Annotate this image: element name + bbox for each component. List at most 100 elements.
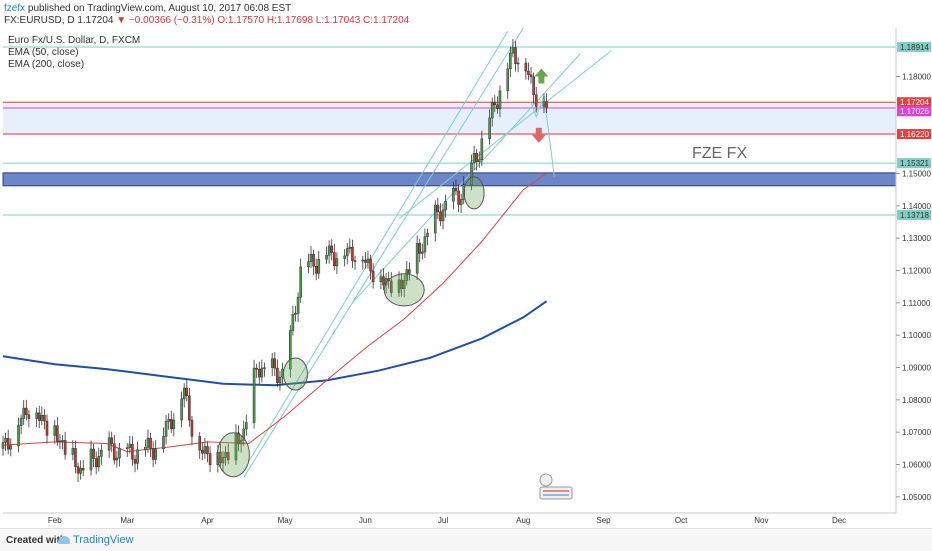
candle bbox=[475, 153, 478, 162]
candle bbox=[19, 418, 23, 426]
candle bbox=[421, 251, 424, 254]
tradingview-brand-link[interactable]: TradingView bbox=[58, 534, 134, 546]
candle bbox=[498, 90, 502, 110]
candle bbox=[146, 437, 150, 448]
candle bbox=[92, 448, 95, 459]
trendline bbox=[243, 27, 524, 478]
candle bbox=[348, 246, 352, 249]
candle bbox=[76, 466, 80, 474]
candle bbox=[379, 276, 383, 283]
candle bbox=[276, 367, 279, 383]
legend-ema200: EMA (200, close) bbox=[8, 59, 84, 70]
price-label-box bbox=[897, 158, 931, 169]
y-tick-label: 1.06000 bbox=[902, 461, 931, 470]
y-tick-label: 1.07000 bbox=[902, 428, 931, 437]
candle bbox=[496, 104, 499, 110]
x-tick-label: Jun bbox=[359, 516, 372, 525]
candle bbox=[97, 456, 101, 467]
candle bbox=[493, 102, 497, 106]
candle bbox=[74, 448, 77, 467]
price-label: 1.16220 bbox=[900, 130, 929, 139]
news-flag-icon[interactable] bbox=[539, 473, 573, 500]
candle bbox=[291, 314, 295, 331]
symbol: FX:EURUSD, D bbox=[4, 15, 75, 26]
candle bbox=[273, 358, 277, 369]
candle bbox=[263, 367, 266, 369]
highlight-ellipse bbox=[282, 357, 308, 391]
resistance-zone bbox=[3, 101, 896, 136]
candle bbox=[490, 102, 494, 119]
x-tick-label: Apr bbox=[201, 516, 214, 525]
candle bbox=[110, 437, 113, 444]
candle bbox=[257, 368, 261, 378]
time-axis[interactable] bbox=[3, 513, 896, 528]
candle bbox=[343, 255, 346, 259]
price-label-box bbox=[897, 209, 931, 220]
candle bbox=[426, 232, 429, 237]
candle bbox=[58, 440, 62, 443]
candle bbox=[441, 209, 445, 222]
candle bbox=[201, 449, 204, 454]
candle bbox=[457, 190, 460, 205]
candle bbox=[169, 419, 173, 429]
x-tick-label: Oct bbox=[675, 516, 688, 525]
candle bbox=[402, 280, 406, 290]
candle bbox=[353, 260, 357, 262]
candle bbox=[444, 201, 447, 211]
candle bbox=[239, 439, 243, 445]
candle bbox=[371, 270, 375, 283]
candle bbox=[71, 448, 75, 455]
candle bbox=[335, 258, 339, 267]
watermark-text: FZE FX bbox=[692, 145, 747, 162]
candle bbox=[351, 246, 354, 261]
x-tick-label: Feb bbox=[48, 516, 62, 525]
price-label: 1.13718 bbox=[900, 211, 929, 220]
candle bbox=[418, 243, 422, 254]
candle bbox=[4, 438, 7, 443]
candle bbox=[164, 421, 168, 437]
projection-path bbox=[530, 95, 555, 177]
candle bbox=[389, 280, 393, 293]
candle bbox=[125, 447, 129, 449]
candle bbox=[369, 258, 372, 272]
candle bbox=[203, 446, 207, 454]
price-label-box bbox=[897, 97, 931, 108]
candle bbox=[312, 254, 315, 267]
candle bbox=[452, 187, 455, 202]
candle bbox=[459, 199, 463, 205]
candle bbox=[255, 367, 258, 370]
candle bbox=[144, 447, 147, 450]
candle bbox=[472, 153, 476, 164]
candle bbox=[100, 449, 103, 457]
candle bbox=[242, 428, 246, 441]
candle bbox=[532, 76, 535, 96]
y-tick-label: 1.13000 bbox=[902, 234, 931, 243]
x-tick-label: Jul bbox=[438, 516, 448, 525]
candle bbox=[364, 259, 367, 263]
candle bbox=[172, 419, 176, 429]
candle bbox=[436, 204, 440, 213]
candle bbox=[45, 420, 49, 436]
candle bbox=[270, 358, 274, 368]
candle bbox=[524, 62, 528, 72]
candle bbox=[219, 451, 222, 464]
candle bbox=[545, 101, 548, 108]
candle bbox=[198, 436, 202, 451]
candle bbox=[327, 245, 331, 256]
price-label: 1.15321 bbox=[900, 159, 929, 168]
price-chart[interactable]: Euro Fx/U.S. Dollar, D, FXCM EMA (50, cl… bbox=[0, 0, 932, 528]
candle bbox=[237, 432, 240, 445]
candle bbox=[133, 458, 137, 464]
candle bbox=[423, 236, 427, 253]
y-tick-label: 1.05000 bbox=[902, 493, 931, 502]
candle bbox=[511, 47, 515, 54]
candle bbox=[333, 252, 336, 267]
candle bbox=[162, 436, 165, 449]
author-link[interactable]: fzefx bbox=[4, 3, 26, 14]
brand-label: TradingView bbox=[73, 534, 134, 546]
y-tick-label: 1.10000 bbox=[902, 331, 931, 340]
ohlc-values: O:1.17570 H:1.17698 L:1.17043 C:1.17204 bbox=[217, 15, 410, 26]
y-tick-label: 1.08000 bbox=[902, 396, 931, 405]
symbol-row: FX:EURUSD, D 1.17204 ▼ −0.00366 (−0.31%)… bbox=[4, 15, 409, 26]
candle bbox=[506, 68, 510, 92]
